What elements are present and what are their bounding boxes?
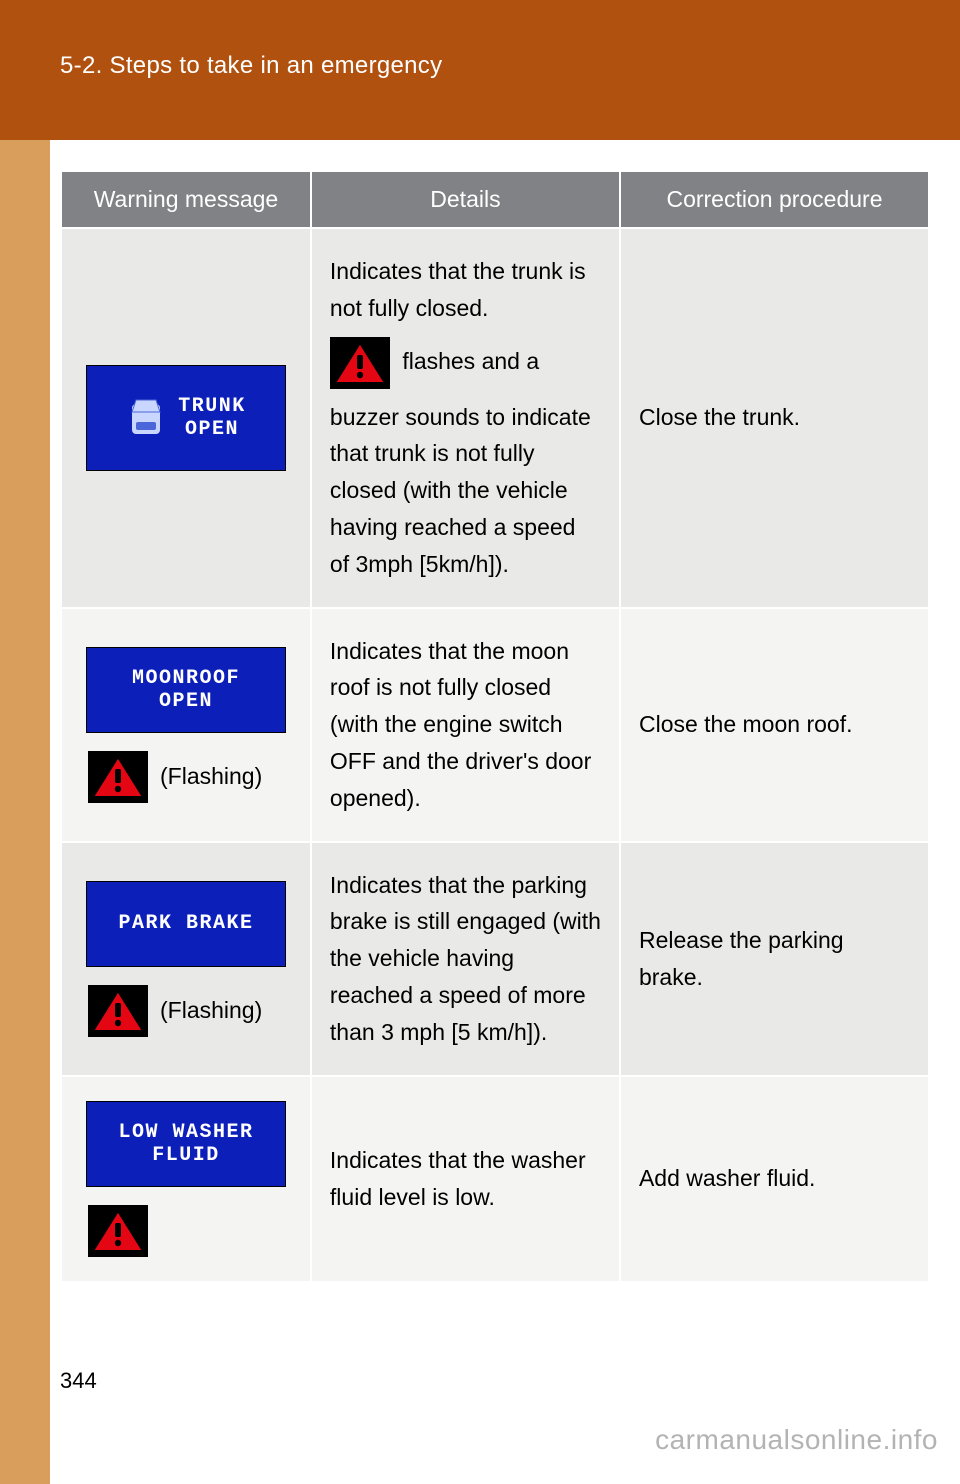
cell-correction: Add washer fluid. — [620, 1076, 929, 1282]
table-row: LOW WASHER FLUID Indicates that the wash… — [61, 1076, 929, 1282]
manual-page: 5-2. Steps to take in an emergency Warni… — [0, 0, 960, 1484]
th-correction: Correction procedure — [620, 171, 929, 228]
cell-warning: LOW WASHER FLUID — [61, 1076, 311, 1282]
flashing-label: (Flashing) — [160, 992, 262, 1029]
th-details: Details — [311, 171, 620, 228]
cell-warning: TRUNK OPEN — [61, 228, 311, 608]
cell-warning: PARK BRAKE (Flashing) — [61, 842, 311, 1076]
details-rest: buzzer sounds to indicate that trunk is … — [330, 399, 601, 583]
watermark: carmanualsonline.info — [655, 1424, 938, 1456]
side-bar — [0, 140, 50, 1484]
dash-panel-parkbrake: PARK BRAKE — [86, 881, 286, 967]
table-row: MOONROOF OPEN (Flashing) Indicates that … — [61, 608, 929, 842]
flashing-label: (Flashing) — [160, 758, 262, 795]
cell-details: Indicates that the parking brake is stil… — [311, 842, 620, 1076]
cell-correction: Close the trunk. — [620, 228, 929, 608]
dash-panel-moonroof: MOONROOF OPEN — [86, 647, 286, 733]
cell-details: Indicates that the moon roof is not full… — [311, 608, 620, 842]
warning-table: Warning message Details Correction proce… — [60, 170, 930, 1283]
table-header-row: Warning message Details Correction proce… — [61, 171, 929, 228]
warning-triangle-icon — [330, 337, 390, 389]
cell-details: Indicates that the trunk is not fully cl… — [311, 228, 620, 608]
dash-text: LOW WASHER FLUID — [118, 1121, 253, 1167]
dash-text: TRUNK OPEN — [178, 395, 246, 441]
table-row: PARK BRAKE (Flashing) Indicates that the… — [61, 842, 929, 1076]
dash-text: PARK BRAKE — [118, 912, 253, 935]
page-number: 344 — [60, 1368, 97, 1394]
dash-text: MOONROOF OPEN — [132, 667, 240, 713]
cell-correction: Release the parking brake. — [620, 842, 929, 1076]
table-row: TRUNK OPEN Indicates that the trunk is n… — [61, 228, 929, 608]
trunk-open-icon — [126, 396, 166, 440]
warning-triangle-icon — [88, 1205, 148, 1257]
th-warning: Warning message — [61, 171, 311, 228]
cell-correction: Close the moon roof. — [620, 608, 929, 842]
cell-details: Indicates that the washer fluid level is… — [311, 1076, 620, 1282]
warning-triangle-icon — [88, 985, 148, 1037]
details-after-icon: flashes and a — [402, 348, 539, 374]
section-title: 5-2. Steps to take in an emergency — [60, 52, 442, 80]
warning-triangle-icon — [88, 751, 148, 803]
dash-panel-washer: LOW WASHER FLUID — [86, 1101, 286, 1187]
details-lead: Indicates that the trunk is not fully cl… — [330, 253, 601, 327]
cell-warning: MOONROOF OPEN (Flashing) — [61, 608, 311, 842]
dash-panel-trunk: TRUNK OPEN — [86, 365, 286, 471]
